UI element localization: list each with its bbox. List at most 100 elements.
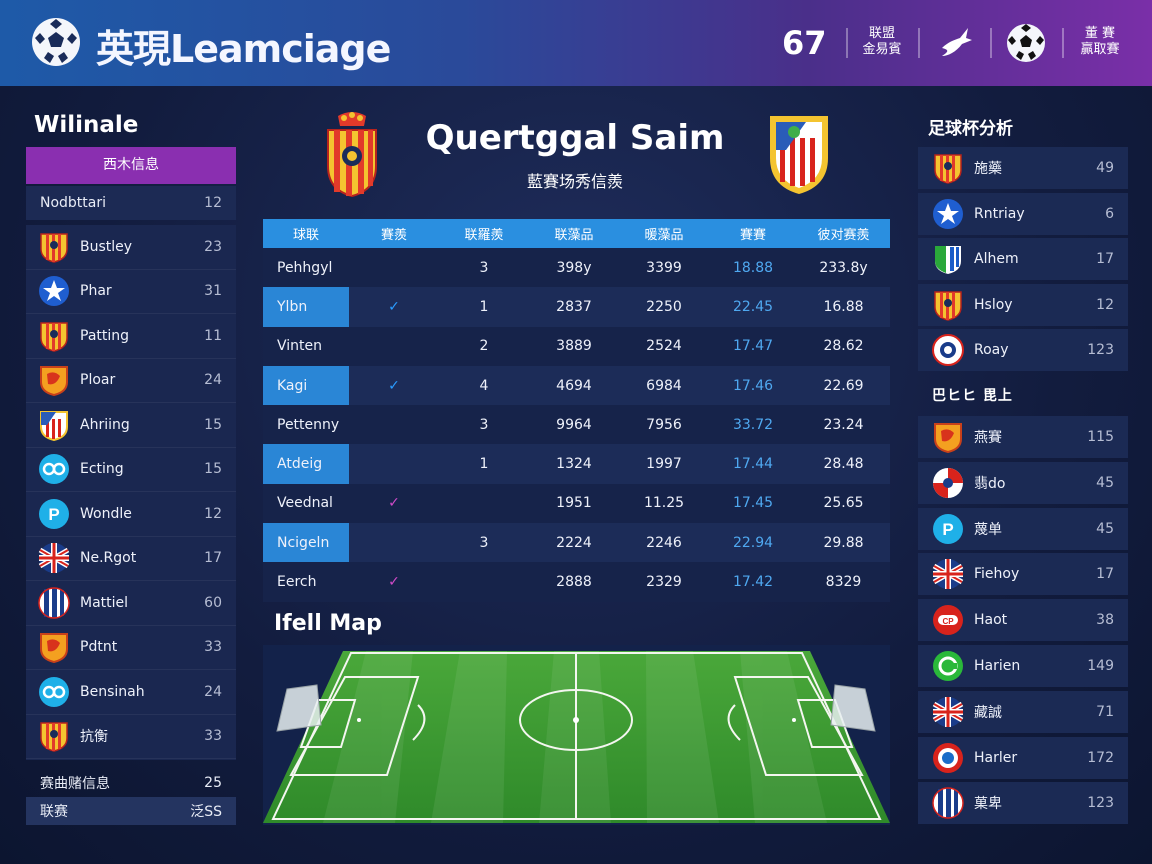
check-cell[interactable]: ✓ [388,298,400,315]
player-name-cell[interactable]: Kagi [263,365,349,406]
check-cell[interactable] [349,327,439,366]
player-name-cell[interactable]: Ncigeln [263,523,349,563]
cyan-p-crest-icon: P [39,498,69,529]
soccer-ball-icon[interactable] [1005,22,1047,64]
team-list-item[interactable]: Ne.Rgot 17 [26,537,236,581]
table-row[interactable]: Ncigeln 3 2224 2246 22.94 29.88 [263,523,890,563]
team-ranking-item[interactable]: Hsloy 12 [918,283,1128,326]
team-value: 60 [204,594,222,611]
team-list-item[interactable]: Ahriing 15 [26,403,236,448]
table-row[interactable]: Atdeig 1 1324 1997 17.44 28.48 [263,444,890,484]
team-ranking-item[interactable]: Harler 172 [918,736,1128,779]
check-cell[interactable] [349,444,439,483]
check-cell[interactable] [349,248,439,287]
table-cell: 4694 [556,377,592,394]
table-cell: 1324 [556,456,592,473]
team-ranking-item[interactable]: P 蔑单 45 [918,507,1128,550]
player-name-cell[interactable]: Atdeig [263,444,349,484]
football-pitch-map[interactable] [263,645,890,825]
team-value: 45 [1096,474,1114,491]
team-value: 12 [204,505,222,522]
check-cell[interactable]: ✓ [388,377,400,394]
check-cell[interactable]: ✓ [388,495,400,512]
bird-icon[interactable] [938,22,974,62]
table-row[interactable]: Kagi ✓ 4 4694 6984 17.46 22.69 [263,365,890,406]
matches-sub-label: 贏取賽 [1080,42,1120,57]
team-name: Pdtnt [80,639,118,656]
team-ranking-item[interactable]: Roay 123 [918,329,1128,371]
check-cell[interactable] [349,523,439,562]
table-row[interactable]: Veednal ✓ 1951 11.25 17.45 25.65 [263,483,890,524]
league-menu-button[interactable]: 联盟 金易賓 [862,26,902,58]
team-value: 38 [1096,612,1114,629]
team-name: 蔑单 [974,521,1002,538]
team-list-item[interactable]: Ecting 15 [26,448,236,492]
team-value: 24 [204,372,222,389]
team-name: Patting [80,327,130,344]
left-footer-total-row[interactable]: 联赛 泛SS [26,797,236,825]
player-name-cell[interactable]: Vinten [277,338,323,355]
match-title: Quertggal Saim [425,118,725,158]
table-cell: 2329 [646,574,682,591]
match-subtitle: 藍賽场秀信羨 [526,172,623,191]
column-header[interactable]: 彼对赛羨 [817,228,870,243]
team-value: 33 [204,728,222,745]
column-header[interactable]: 联羅羨 [464,228,504,243]
table-row[interactable]: Eerch ✓ 2888 2329 17.42 8329 [263,562,890,602]
table-row[interactable]: Pettenny 3 9964 7956 33.72 23.24 [263,405,890,445]
team-ranking-item[interactable]: Harien 149 [918,645,1128,687]
left-panel-header-tab[interactable]: 西木信息 [26,147,236,184]
column-header[interactable]: 球联 [292,228,319,243]
table-row[interactable]: Ylbn ✓ 1 2837 2250 22.45 16.88 [263,287,890,327]
team-list-item[interactable]: P Wondle 12 [26,492,236,537]
team-ranking-item[interactable]: 藏誠 71 [918,690,1128,733]
player-name-cell[interactable]: Eerch [277,574,317,591]
column-header[interactable]: 联藻品 [554,228,594,243]
footer-value: 25 [204,775,222,791]
column-header[interactable]: 暖藻品 [644,228,684,243]
table-cell: 398y [556,259,592,276]
soccer-ball-icon[interactable] [30,16,82,68]
team-name: Harien [974,658,1021,674]
team-list-item[interactable]: Ploar 24 [26,359,236,403]
check-cell[interactable] [349,405,439,444]
team-list-item[interactable]: Pdtnt 33 [26,626,236,670]
divider [918,28,920,58]
table-row[interactable]: Vinten 2 3889 2524 17.47 28.62 [263,326,890,366]
team-list-item[interactable]: Phar 31 [26,270,236,314]
player-name-cell[interactable]: Pehhgyl [277,259,333,276]
team-list-item[interactable]: Bustley 23 [26,225,236,270]
table-cell: 25.65 [823,495,864,512]
player-name-cell[interactable]: Veednal [277,495,333,512]
team-ranking-item[interactable]: Rntriay 6 [918,192,1128,235]
team-ranking-item[interactable]: 翡do 45 [918,461,1128,504]
table-cell: 17.46 [732,377,774,394]
column-header[interactable]: 賽賽 [739,228,766,243]
player-name-cell[interactable]: Pettenny [277,416,340,433]
column-header[interactable]: 賽羨 [380,228,407,243]
table-row[interactable]: Pehhgyl 3 398y 3399 18.88 233.8y [263,248,890,288]
matches-menu-button[interactable]: 董 賽 贏取賽 [1078,26,1122,58]
table-cell: 28.62 [823,338,864,355]
team-ranking-item[interactable]: 菓卑 123 [918,782,1128,825]
team-ranking-item[interactable]: 燕賽 115 [918,416,1128,458]
team-name: Alhem [974,251,1019,267]
left-panel-summary-row[interactable]: Nodbttari 12 [26,186,236,220]
table-cell: 7956 [646,416,682,433]
team-list-item[interactable]: 抗衡 33 [26,715,236,759]
table-cell: 2246 [646,534,682,551]
blue-star-crest-icon [933,198,963,229]
team-list-item[interactable]: Bensinah 24 [26,670,236,715]
orange-shield-icon [40,633,68,664]
union-jack-crest-icon [932,696,964,727]
team-ranking-item[interactable]: Alhem 17 [918,238,1128,280]
check-cell[interactable]: ✓ [388,574,400,591]
table-cell: 2250 [646,298,682,315]
cyan-p-crest-icon: P [933,513,963,544]
team-list-item[interactable]: Patting 11 [26,314,236,359]
player-name-cell[interactable]: Ylbn [263,287,349,327]
team-ranking-item[interactable]: CP Haot 38 [918,599,1128,642]
team-ranking-item[interactable]: 施藥 49 [918,147,1128,189]
team-list-item[interactable]: Mattiel 60 [26,581,236,626]
team-ranking-item[interactable]: Fiehoy 17 [918,553,1128,596]
